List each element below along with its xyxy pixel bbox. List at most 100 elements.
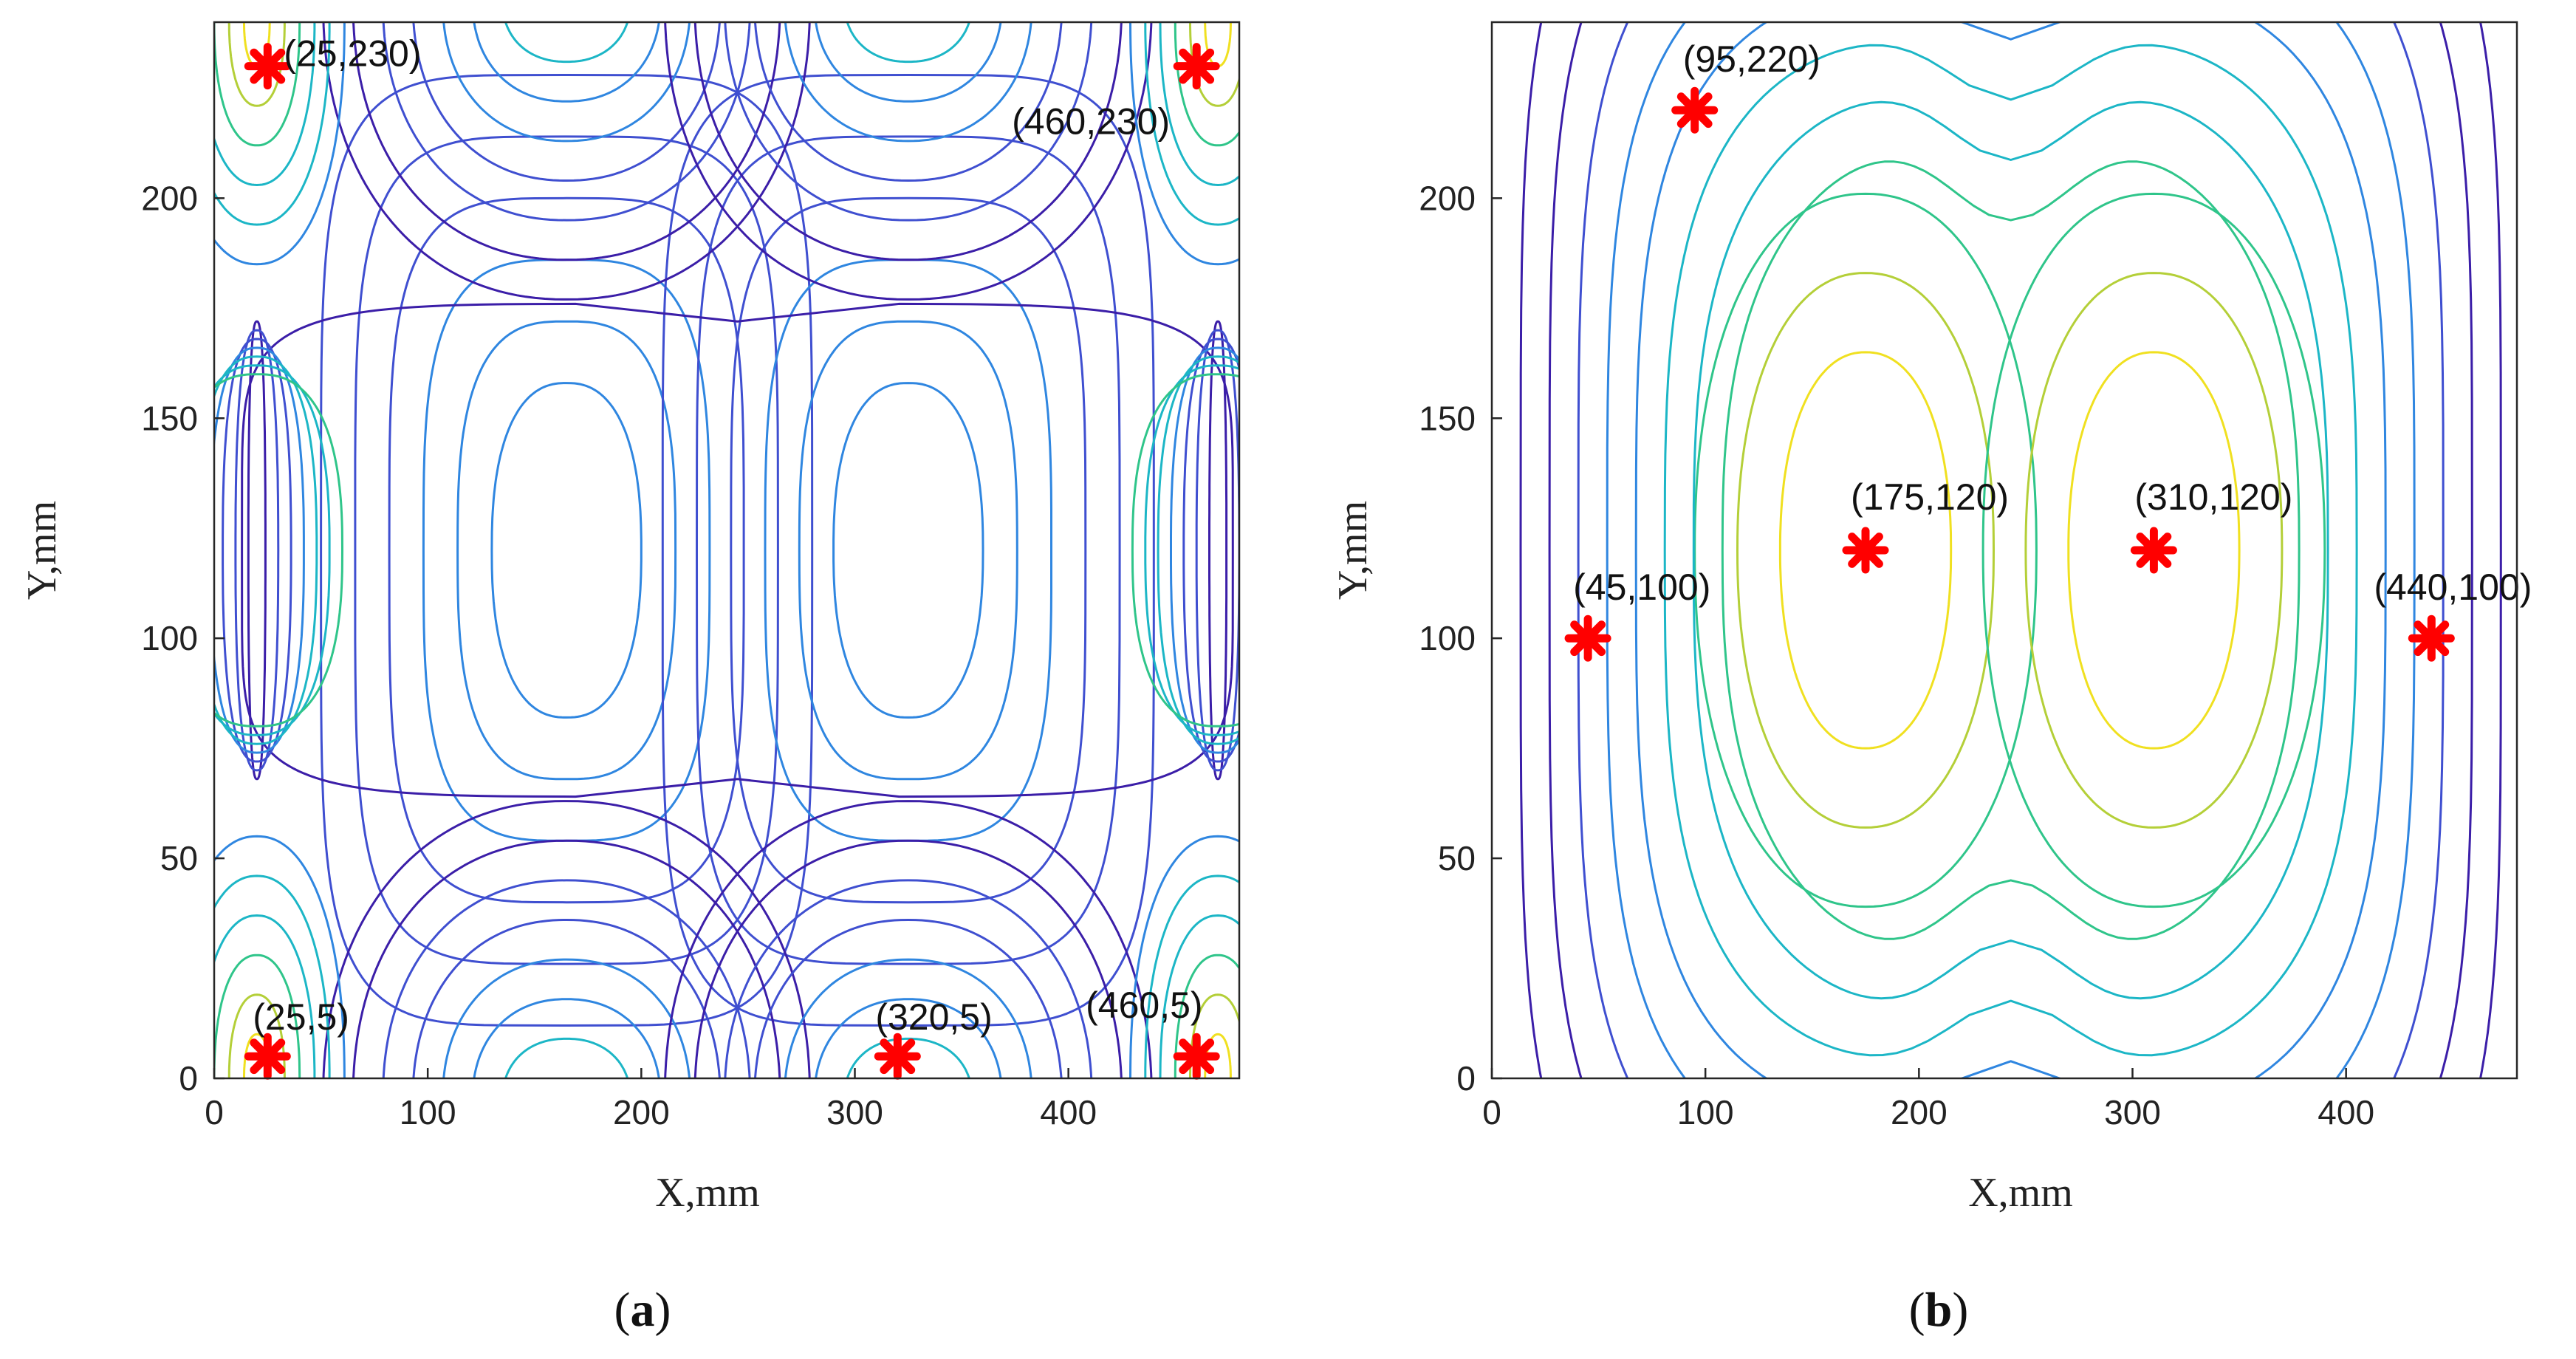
contour-a-edge-0-6	[322, 22, 811, 301]
contour-a-side-0-3	[214, 346, 305, 754]
contour-a-center-0-1	[456, 320, 677, 781]
contour-b-inner-0-0	[1778, 351, 1953, 750]
contour-a-edge-1-1	[815, 22, 1002, 103]
marker-b-4	[2408, 615, 2455, 662]
contour-a-side-1-0	[1208, 320, 1228, 781]
contour-a-edge-0-5	[352, 22, 781, 261]
contour-a-edge-1-6	[664, 22, 1153, 301]
point-label-b-3: (45,100)	[1573, 566, 1710, 608]
contour-a-corner-0-4	[214, 22, 331, 226]
contour-a-center-1-5	[661, 74, 1155, 1027]
contour-a-center-1-3	[730, 196, 1087, 904]
marker-a-4	[1173, 1033, 1220, 1080]
contour-a-corner-0-2	[214, 22, 301, 147]
contour-a-edge-3-5	[693, 839, 1123, 1078]
point-label-a-3: (320,5)	[875, 996, 992, 1038]
y-tick-label-a-150: 150	[141, 399, 198, 437]
contour-a-edge-2-0	[504, 1037, 629, 1078]
y-tick-label-b-0: 0	[1456, 1059, 1476, 1098]
y-tick-label-b-200: 200	[1419, 179, 1476, 217]
point-label-a-1: (460,230)	[1012, 101, 1170, 143]
x-axis-label-b: X,mm	[1968, 1170, 2073, 1216]
contour-a-center-0-2	[422, 259, 711, 842]
contour-a-corner-3-0	[1204, 1033, 1232, 1078]
contour-b-merged-7	[1519, 22, 2502, 1078]
contour-a-edge-1-5	[693, 22, 1123, 261]
panel-letter-a: a	[631, 1283, 655, 1337]
contour-a-side-1-6	[1131, 373, 1239, 728]
contour-b-merged-5	[1577, 22, 2445, 1078]
contour-b-merged-3	[1634, 22, 2387, 1078]
contour-a-corner-3-1	[1189, 993, 1239, 1078]
x-tick-label-a-200: 200	[613, 1093, 670, 1132]
y-tick-label-b-100: 100	[1419, 619, 1476, 657]
contour-a-side-1-5	[1144, 364, 1239, 736]
contour-a-edge-3-3	[754, 919, 1063, 1078]
contour-a-center-0-4	[354, 135, 779, 965]
contour-a-edge-0-2	[442, 22, 691, 143]
x-tick-label-b-400: 400	[2318, 1093, 2374, 1132]
contour-b-inner-1-0	[2067, 351, 2241, 750]
marker-b-0	[1671, 86, 1719, 134]
x-tick-label-b-100: 100	[1677, 1093, 1734, 1132]
y-tick-label-b-50: 50	[1438, 839, 1476, 877]
marker-b-1	[1842, 527, 1889, 574]
contour-a-center-1-0	[832, 382, 984, 719]
ticks-b: 0 100 200 300 400 0 50 100 150 200	[1419, 179, 2374, 1132]
contour-a-side-1-3	[1170, 346, 1239, 754]
contour-a-edge-1-2	[784, 22, 1032, 143]
contour-a-corner-2-1	[227, 993, 286, 1078]
contour-a-corner-1-0	[1204, 22, 1232, 68]
markers-a: (25,230) (460,230) (25,5) (320,5) (460,5)	[244, 33, 1220, 1080]
contour-b-merged-2	[1663, 44, 2358, 1057]
contour-a-center-1-2	[764, 259, 1052, 842]
contour-a-side-0-1	[234, 329, 280, 772]
contour-a-corner-2-5	[214, 835, 346, 1078]
point-label-b-0: (95,220)	[1683, 38, 1820, 80]
x-tick-label-a-300: 300	[826, 1093, 883, 1132]
contour-a-side-0-0	[247, 320, 267, 781]
contour-a-edge-1-3	[754, 22, 1063, 182]
contour-a-edge-1-0	[846, 22, 970, 64]
marker-a-0	[244, 43, 291, 90]
contour-a-side-0-2	[222, 338, 292, 763]
contour-lines-b	[1519, 22, 2502, 1078]
contour-a-edge-1-4	[724, 22, 1093, 222]
marker-a-2	[244, 1033, 291, 1080]
contour-a-side-1-4	[1157, 355, 1239, 745]
contour-a-edge-2-6	[322, 800, 811, 1078]
contour-a-edge-0-3	[412, 22, 721, 182]
contour-lines-a	[214, 22, 1239, 1078]
contour-a-center-1-4	[696, 135, 1121, 965]
x-axis-label-a: X,mm	[655, 1170, 760, 1216]
contour-a-edge-0-0	[504, 22, 629, 64]
contour-a-edge-2-2	[442, 958, 691, 1078]
contour-a-edge-3-6	[664, 800, 1153, 1078]
point-label-b-4: (440,100)	[2374, 566, 2532, 608]
contour-a-corner-0-3	[214, 22, 316, 186]
contour-b-inner-1-2	[1981, 192, 2326, 908]
contour-b-inner-1-1	[2024, 272, 2284, 829]
contour-a-side-1-2	[1182, 338, 1239, 763]
contour-a-corner-1-1	[1189, 22, 1239, 107]
contour-a-center-outer	[241, 302, 1234, 798]
y-axis-label-b: Y,mm	[1330, 501, 1376, 600]
contour-a-edge-3-0	[846, 1037, 970, 1078]
contour-a-edge-2-3	[412, 919, 721, 1078]
contour-a-edge-0-1	[473, 22, 660, 103]
point-label-a-4: (460,5)	[1086, 985, 1202, 1026]
y-tick-label-b-150: 150	[1419, 399, 1476, 437]
marker-b-2	[2130, 527, 2177, 574]
panel-label-a: (a)	[614, 1283, 671, 1337]
contour-b-merged-4	[1606, 22, 2416, 1078]
y-tick-label-a-50: 50	[160, 839, 198, 877]
x-tick-label-a-0: 0	[205, 1093, 224, 1132]
plot-frame-b	[1490, 21, 2518, 1080]
markers-b: (95,220) (175,120) (310,120) (45,100) (440,1…	[1564, 38, 2532, 662]
contour-a-center-0-0	[490, 382, 643, 719]
contour-b-merged-6	[1548, 22, 2473, 1078]
ticks-a: 0 100 200 300 400 0 50 100 150 200	[141, 179, 1097, 1132]
x-tick-label-b-0: 0	[1482, 1093, 1501, 1132]
plot-frame-a	[213, 21, 1241, 1080]
